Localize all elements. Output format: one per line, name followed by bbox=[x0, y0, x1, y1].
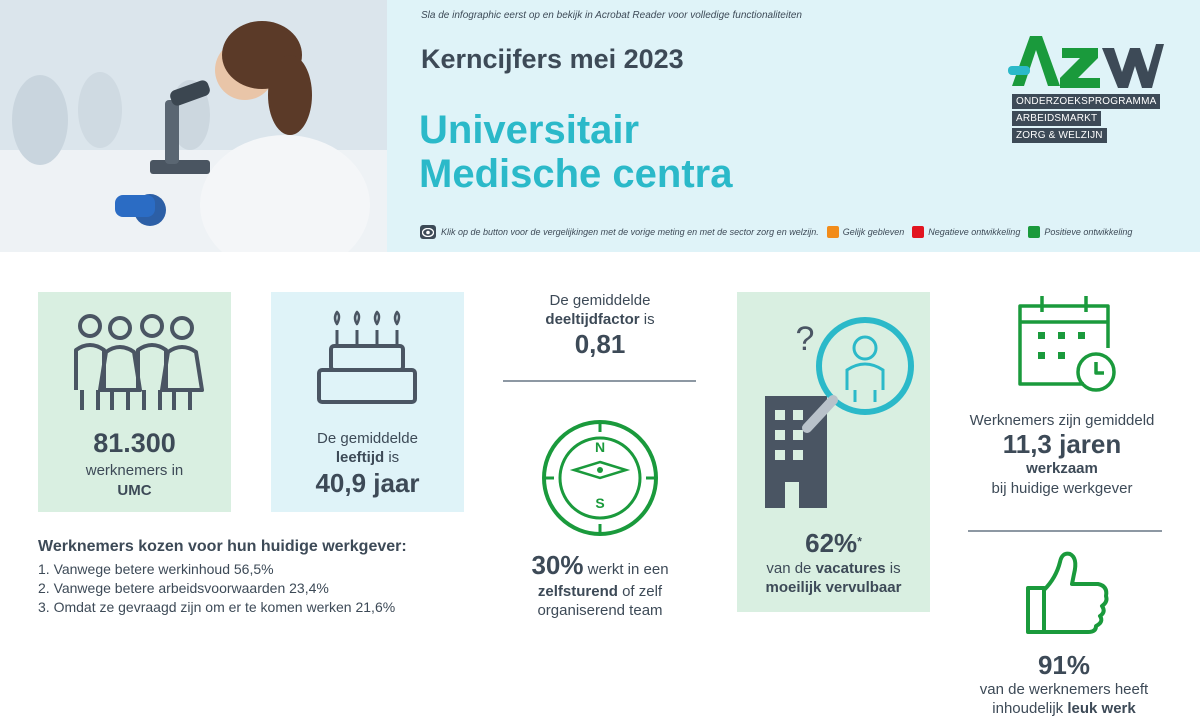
legend: Klik op de button voor de vergelijkingen… bbox=[420, 224, 1132, 240]
selfsteering-label-1: werkt in een bbox=[583, 561, 669, 578]
vacancies-card[interactable]: ? 62%* van de vacatures is moeilijk verv… bbox=[737, 292, 930, 612]
svg-text:?: ? bbox=[796, 320, 815, 358]
enjoy-block[interactable]: 91% van de werknemers heeft inhoudelijk … bbox=[964, 650, 1164, 717]
age-label-1: De gemiddelde bbox=[317, 430, 418, 447]
eye-icon[interactable] bbox=[420, 225, 436, 239]
vacancies-label-rest: is bbox=[885, 560, 901, 577]
selfsteering-value: 30% bbox=[531, 550, 584, 580]
title-line-1: Universitair bbox=[419, 108, 640, 152]
birthday-cake-icon bbox=[317, 310, 417, 404]
compass-north: N bbox=[595, 439, 605, 455]
age-label-rest: is bbox=[384, 449, 400, 466]
reasons-block: Werknemers kozen voor hun huidige werkge… bbox=[38, 538, 468, 617]
divider bbox=[968, 530, 1162, 532]
vacancies-value: 62% bbox=[805, 528, 858, 558]
age-card[interactable]: De gemiddelde leeftijd is 40,9 jaar bbox=[271, 292, 464, 512]
parttime-label-rest: is bbox=[639, 311, 655, 328]
legend-swatch-red bbox=[912, 226, 925, 238]
reason-item: 2. Vanwege betere arbeidsvoorwaarden 23,… bbox=[38, 580, 329, 596]
reason-item: 1. Vanwege betere werkinhoud 56,5% bbox=[38, 561, 274, 577]
legend-swatch-orange bbox=[826, 226, 839, 238]
enjoy-value: 91% bbox=[1037, 650, 1091, 680]
page-title: Universitair Medische centra bbox=[419, 108, 732, 196]
reason-item: 3. Omdat ze gevraagd zijn om er te komen… bbox=[38, 599, 396, 615]
tenure-block[interactable]: Werknemers zijn gemiddeld 11,3 jaren wer… bbox=[956, 412, 1168, 497]
vacancies-label-1: van de bbox=[766, 560, 816, 577]
acrobat-notice: Sla de infographic eerst op en bekijk in… bbox=[421, 10, 802, 21]
vacancies-footnote: * bbox=[857, 534, 862, 549]
legend-label-negative: Negatieve ontwikkeling bbox=[928, 227, 1021, 237]
building-search-icon: ? bbox=[765, 317, 914, 508]
title-line-2: Medische centra bbox=[419, 152, 733, 196]
employees-card[interactable]: 81.300 werknemers in UMC bbox=[38, 292, 231, 512]
lab-scientist-image bbox=[0, 0, 387, 252]
compass-icon: N S bbox=[542, 420, 658, 536]
parttime-value: 0,81 bbox=[574, 329, 626, 359]
calendar-clock-icon bbox=[1018, 296, 1116, 392]
divider bbox=[503, 380, 696, 382]
compass-south: S bbox=[595, 495, 604, 511]
logo-line-2: ARBEIDSMARKT bbox=[1012, 111, 1102, 126]
tenure-label-bold: werkzaam bbox=[1026, 460, 1098, 477]
age-label-bold: leeftijd bbox=[335, 449, 385, 466]
people-icon bbox=[74, 314, 204, 410]
parttime-label-1: De gemiddelde bbox=[549, 292, 651, 309]
employees-label-2: UMC bbox=[117, 482, 152, 499]
tenure-label-3: bij huidige werkgever bbox=[991, 480, 1133, 497]
thumbs-up-icon bbox=[1026, 551, 1109, 634]
subtitle: Kerncijfers mei 2023 bbox=[421, 44, 684, 74]
azw-logo bbox=[1008, 36, 1164, 88]
logo-line-1: ONDERZOEKSPROGRAMMA bbox=[1012, 94, 1161, 109]
enjoy-label-2: inhoudelijk bbox=[992, 700, 1068, 717]
selfsteering-label-3: organiserend team bbox=[537, 602, 663, 619]
logo-line-3: ZORG & WELZIJN bbox=[1012, 128, 1107, 143]
reasons-title: Werknemers kozen voor hun huidige werkge… bbox=[38, 538, 407, 555]
vacancies-label-2: moeilijk vervulbaar bbox=[765, 579, 902, 596]
selfsteering-label-bold: zelfsturend bbox=[537, 583, 618, 600]
enjoy-label-1: van de werknemers heeft bbox=[979, 681, 1149, 698]
selfsteering-block[interactable]: 30% werkt in een zelfsturend of zelf org… bbox=[490, 550, 710, 619]
header-panel bbox=[387, 0, 1200, 252]
parttime-block[interactable]: De gemiddelde deeltijdfactor is 0,81 bbox=[500, 292, 700, 360]
employees-value: 81.300 bbox=[93, 428, 176, 458]
legend-label-equal: Gelijk gebleven bbox=[842, 227, 905, 237]
legend-label-positive: Positieve ontwikkeling bbox=[1044, 227, 1133, 237]
tenure-value: 11,3 jaren bbox=[1002, 429, 1122, 459]
selfsteering-label-2: of zelf bbox=[617, 583, 663, 600]
enjoy-label-bold: leuk werk bbox=[1067, 700, 1136, 717]
legend-instruction: Klik op de button voor de vergelijkingen… bbox=[441, 227, 819, 237]
tenure-label-1: Werknemers zijn gemiddeld bbox=[969, 412, 1155, 429]
employees-label-1: werknemers in bbox=[85, 462, 184, 479]
vacancies-label-bold: vacatures bbox=[815, 560, 886, 577]
age-value: 40,9 jaar bbox=[315, 468, 420, 498]
parttime-label-bold: deeltijdfactor bbox=[545, 311, 640, 328]
header-photo bbox=[0, 0, 387, 252]
legend-swatch-green bbox=[1028, 226, 1041, 238]
